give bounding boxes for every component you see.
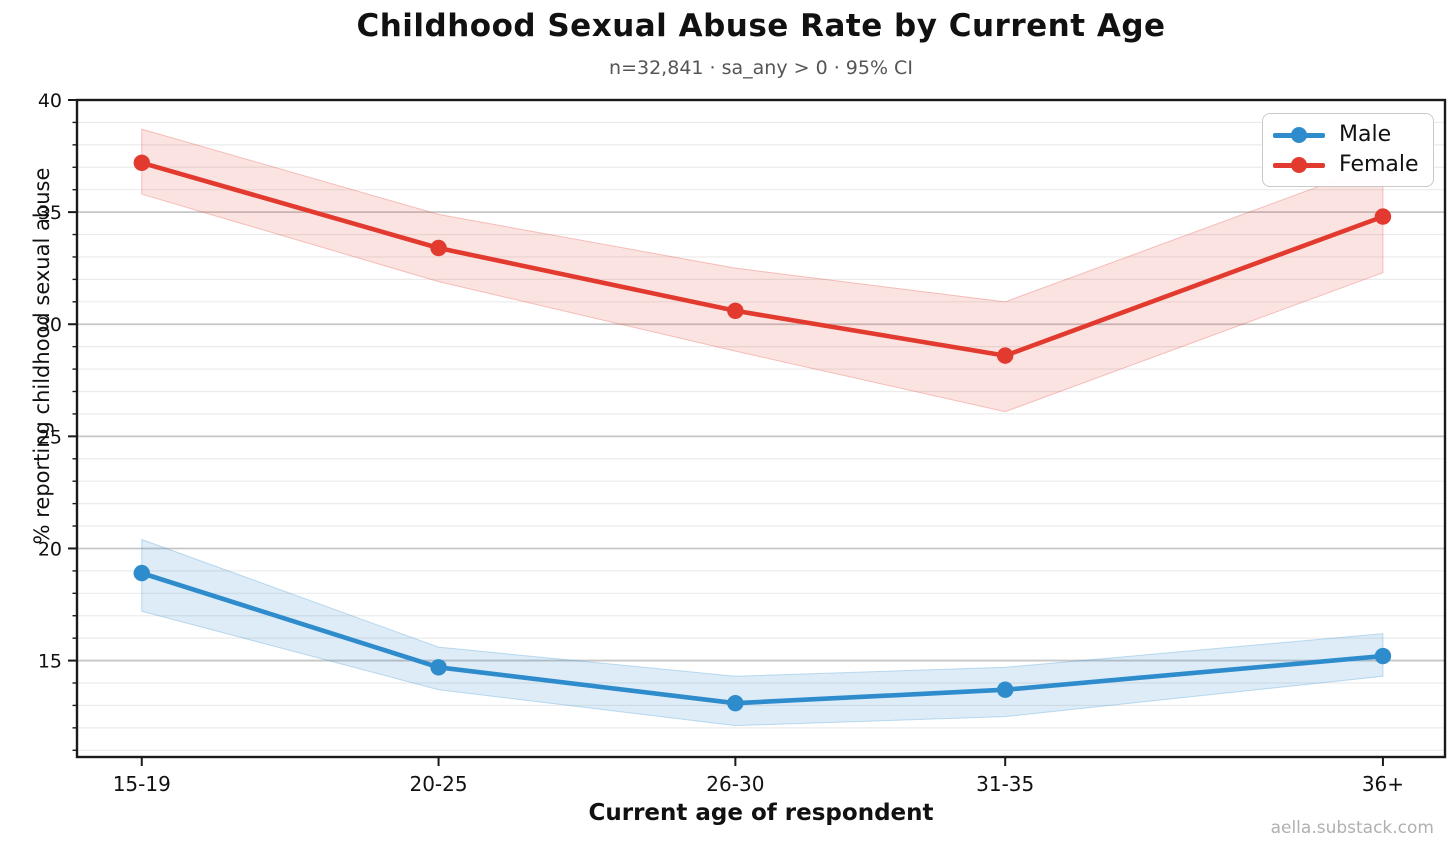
chart-subtitle: n=32,841 · sa_any > 0 · 95% CI xyxy=(609,57,913,79)
svg-text:26-30: 26-30 xyxy=(706,772,764,796)
male-line-marker-icon xyxy=(1273,126,1325,144)
female-line-marker-icon xyxy=(1273,156,1325,174)
svg-text:31-35: 31-35 xyxy=(976,772,1034,796)
legend-label-male: Male xyxy=(1339,122,1392,147)
legend-label-female: Female xyxy=(1339,152,1419,177)
svg-text:36+: 36+ xyxy=(1362,772,1404,796)
svg-text:15: 15 xyxy=(38,651,62,673)
legend: Male Female xyxy=(1262,113,1434,187)
legend-entry-male: Male xyxy=(1273,124,1423,146)
x-axis-label: Current age of respondent xyxy=(588,800,934,826)
ci-band-male xyxy=(141,538,1384,727)
axes-spines xyxy=(75,98,1447,759)
watermark: aella.substack.com xyxy=(1270,818,1434,838)
minor-gridlines xyxy=(77,121,1445,751)
y-axis-ticks xyxy=(68,99,77,751)
markers-female xyxy=(133,154,1392,364)
svg-text:20: 20 xyxy=(38,538,62,560)
svg-text:15-19: 15-19 xyxy=(113,772,171,796)
svg-text:40: 40 xyxy=(38,90,62,112)
chart-title: Childhood Sexual Abuse Rate by Current A… xyxy=(356,8,1166,44)
svg-text:20-25: 20-25 xyxy=(409,772,467,796)
legend-entry-female: Female xyxy=(1273,154,1423,176)
markers-male xyxy=(133,564,1392,712)
svg-text:35: 35 xyxy=(38,202,62,224)
major-gridlines xyxy=(77,211,1445,662)
svg-text:30: 30 xyxy=(38,314,62,336)
ci-band-female xyxy=(141,128,1384,413)
x-tick-labels: 15-19 20-25 26-30 31-35 36+ xyxy=(113,772,1404,796)
y-tick-labels: 15 20 25 30 35 40 xyxy=(38,90,62,673)
y-axis-label: % reporting childhood sexual abuse xyxy=(30,167,54,545)
svg-text:25: 25 xyxy=(38,426,62,448)
x-axis-ticks xyxy=(140,757,1384,766)
